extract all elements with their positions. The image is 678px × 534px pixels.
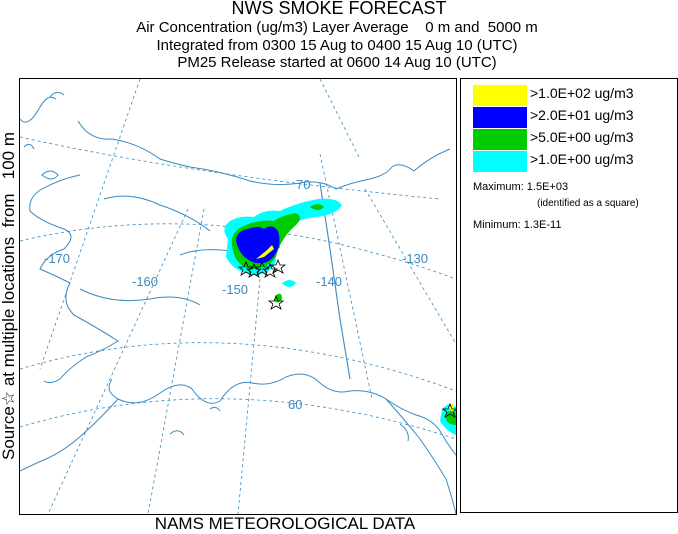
maximum-value: Maximum: 1.5E+03 [473, 181, 569, 193]
alaska-peninsula [20, 398, 119, 472]
smoke-plume [224, 198, 456, 435]
lon-label-140: -140 [316, 274, 342, 289]
legend-swatch-blue [473, 107, 527, 128]
legend-swatch-cyan [473, 151, 527, 172]
legend-swatch-yellow [473, 85, 527, 106]
source-label-text: Source☆ at multiple locations from 100 m [0, 132, 18, 460]
source-star [261, 262, 279, 278]
coastline [20, 91, 456, 514]
legend-swatch-green [473, 129, 527, 150]
islands [41, 170, 409, 442]
graticule-labels: -170 -160 -150 -140 -130 70 60 [44, 177, 428, 412]
canada-border [319, 182, 351, 380]
source-star [441, 402, 456, 418]
lon-label-150: -150 [222, 282, 248, 297]
lon-label-130: -130 [402, 251, 428, 266]
source-markers [237, 258, 456, 418]
legend-label: >5.0E+00 ug/m3 [530, 129, 634, 145]
lon-label-160: -160 [132, 274, 158, 289]
longitude-grid [39, 79, 456, 514]
maximum-note: (identified as a square) [537, 198, 639, 209]
map-panel: -170 -160 -150 -140 -130 70 60 [19, 78, 457, 515]
alaska-map: -170 -160 -150 -140 -130 70 60 [20, 79, 456, 514]
legend-panel: >1.0E+02 ug/m3 >2.0E+01 ug/m3 >5.0E+00 u… [460, 78, 678, 513]
minimum-value: Minimum: 1.3E-11 [473, 219, 562, 231]
source-star [237, 260, 255, 276]
legend-label: >2.0E+01 ug/m3 [530, 107, 634, 123]
legend-label: >1.0E+00 ug/m3 [530, 151, 634, 167]
plume-se-yellow [448, 403, 454, 413]
north-coast [20, 96, 451, 190]
source-star [253, 260, 271, 276]
plume-yellow [256, 245, 274, 259]
lon-label-170: -170 [44, 251, 70, 266]
source-star [267, 294, 285, 310]
source-side-label: Source☆ at multiple locations from 100 m [0, 78, 20, 514]
plume-cyan-south [282, 280, 296, 287]
source-star [269, 258, 287, 274]
lat-label-70: 70 [296, 177, 310, 192]
plume-green-north [310, 204, 324, 210]
west-coast [29, 174, 119, 380]
meteorological-data-footer: NAMS METEOROLOGICAL DATA [154, 514, 416, 533]
panhandle [385, 398, 456, 514]
map-title: NWS SMOKE FORECAST [231, 0, 447, 18]
lat-label-60: 60 [288, 397, 302, 412]
concentration-subtitle: Air Concentration (ug/m3) Layer Average … [136, 19, 538, 36]
bering-islands [23, 91, 65, 150]
plume-blue [236, 226, 280, 264]
integration-period: Integrated from 0300 15 Aug to 0400 15 A… [156, 37, 518, 54]
release-start: PM25 Release started at 0600 14 Aug 10 (… [177, 54, 497, 71]
southwest-coast [43, 373, 456, 456]
legend-label: >1.0E+02 ug/m3 [530, 85, 634, 101]
